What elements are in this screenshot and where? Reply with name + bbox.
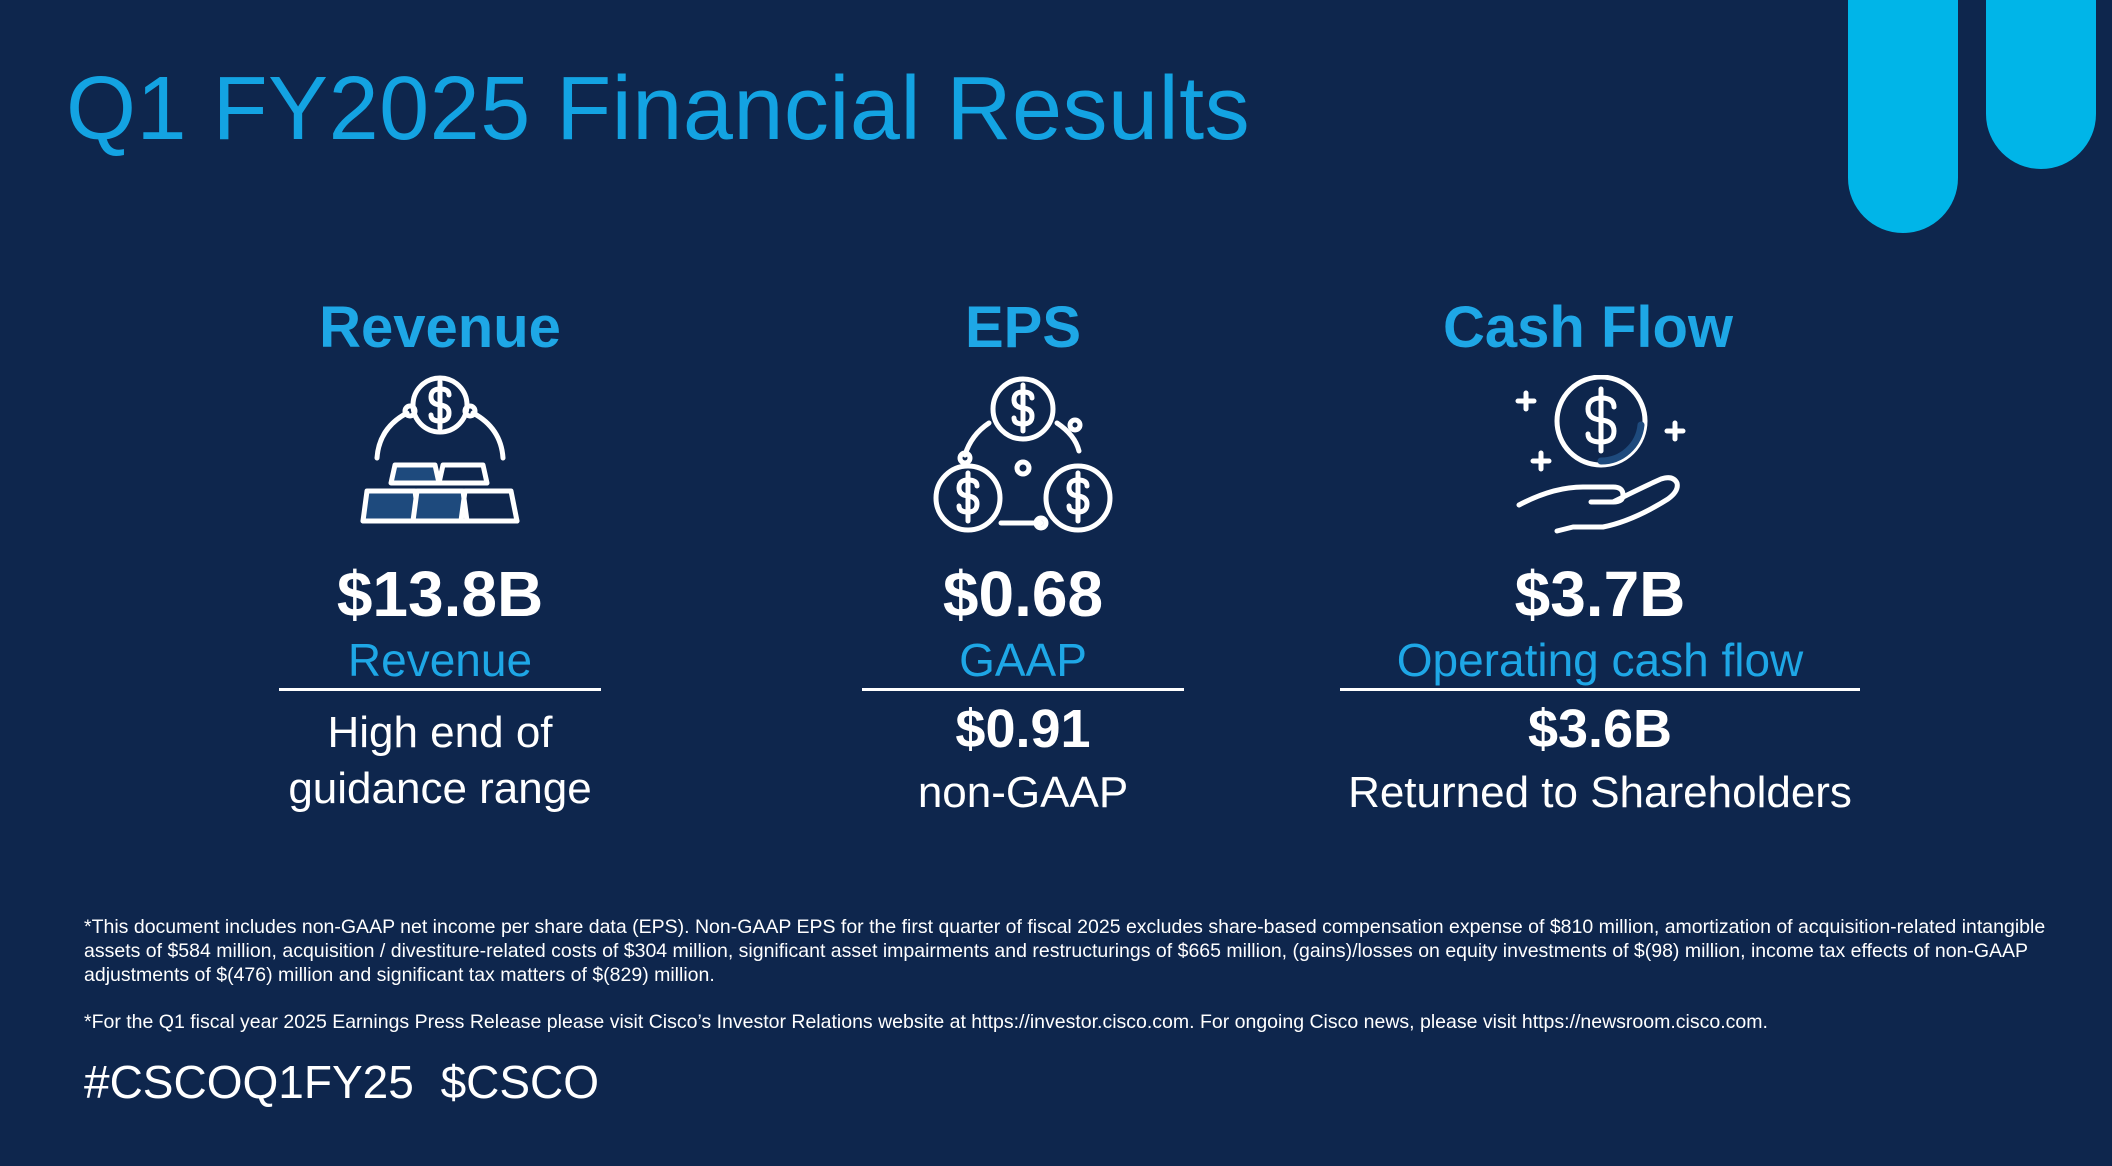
revenue-note-line2: guidance range [288,764,592,813]
eps-heading: EPS [964,295,1082,360]
page-title: Q1 FY2025 Financial Results [66,59,1251,159]
revenue-divider [279,688,601,691]
decor-pill-left [1848,0,1958,233]
revenue-heading: Revenue [319,295,561,360]
gold-bars-coin-icon [360,375,520,523]
footnote-press-release: *For the Q1 fiscal year 2025 Earnings Pr… [84,1011,1768,1033]
three-coins-icon [933,376,1112,532]
eps-non-gaap-value: $0.91 [955,699,1091,759]
eps-column: EPS $0.68 GAAP $0.91 non-GAAP [855,290,1191,821]
decorative-pills [1848,0,2096,233]
revenue-column: Revenue $13.8B Revenue High end of guida… [270,290,610,817]
decor-pill-right [1986,0,2096,169]
cash-flow-label: Operating cash flow [1396,634,1804,686]
cash-flow-divider [1340,688,1860,691]
hand-holding-coin-icon [1515,375,1685,534]
hashtags: #CSCOQ1FY25 $CSCO [84,1056,600,1108]
revenue-value: $13.8B [336,558,544,630]
eps-gaap-label: GAAP [959,634,1087,686]
eps-divider [862,688,1184,691]
cash-flow-value: $3.7B [1514,558,1686,630]
returned-label: Returned to Shareholders [1348,768,1852,817]
returned-value: $3.6B [1527,699,1673,759]
revenue-label: Revenue [347,634,533,686]
eps-gaap-value: $0.68 [942,558,1104,630]
eps-non-gaap-label: non-GAAP [917,768,1129,817]
footnote-non-gaap: *This document includes non-GAAP net inc… [84,916,2046,986]
revenue-note-line1: High end of [327,708,553,757]
cash-flow-heading: Cash Flow [1443,295,1734,360]
cash-flow-column: Cash Flow $3.7B Operating cash flow $3.6… [1340,290,1860,821]
